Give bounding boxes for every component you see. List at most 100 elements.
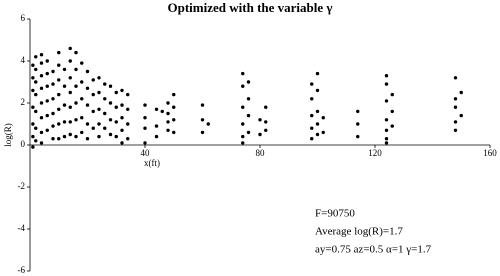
point [97, 122, 101, 126]
point [310, 82, 314, 86]
point [80, 80, 84, 84]
point [51, 82, 55, 86]
point [172, 130, 176, 135]
point [315, 88, 320, 93]
point [114, 90, 118, 95]
point [166, 120, 170, 124]
point [258, 132, 262, 137]
point [154, 107, 159, 112]
y-tick-label: -6 [18, 265, 26, 275]
point [68, 120, 72, 124]
point [31, 105, 35, 109]
annotation: ay=0.75 az=0.5 α=1 γ=1.7 [315, 244, 432, 256]
y-tick-label: 0 [21, 139, 26, 149]
point [120, 88, 124, 93]
point [246, 80, 251, 84]
point [126, 122, 130, 126]
point [57, 78, 61, 82]
point [57, 50, 61, 55]
point [51, 124, 55, 128]
point [126, 107, 130, 112]
point [34, 80, 38, 84]
point [114, 134, 118, 139]
point [143, 103, 147, 107]
x-tick-label: 120 [368, 148, 382, 158]
point [34, 67, 38, 72]
point [45, 84, 49, 88]
point [31, 76, 35, 80]
point [315, 71, 320, 76]
point [315, 122, 320, 126]
point [68, 46, 72, 51]
point [241, 84, 245, 88]
point [246, 97, 251, 101]
point [57, 137, 61, 141]
point [51, 137, 55, 141]
y-tick-label: 4 [21, 55, 26, 65]
point [39, 130, 44, 135]
x-tick-label: 80 [256, 148, 266, 158]
point [459, 90, 463, 95]
point [321, 130, 325, 135]
point [31, 88, 35, 93]
point [97, 107, 101, 112]
y-tick-label: 6 [21, 13, 26, 23]
x-tick-label: 40 [141, 148, 151, 158]
point [57, 92, 61, 97]
point [120, 141, 124, 145]
point [246, 130, 251, 135]
x-axis-label: x(ft) [144, 158, 160, 168]
point [68, 105, 72, 109]
point [74, 118, 78, 122]
point [356, 109, 360, 114]
point [68, 132, 72, 137]
point [39, 116, 44, 120]
point [241, 105, 245, 109]
point [384, 141, 389, 145]
point [39, 74, 44, 78]
point [85, 86, 90, 91]
point [74, 84, 78, 88]
point [264, 128, 268, 132]
point [34, 92, 38, 97]
point [108, 101, 113, 105]
point [384, 82, 389, 86]
point [143, 126, 147, 130]
point [62, 134, 67, 139]
point [172, 118, 176, 122]
point [264, 105, 268, 109]
point [62, 67, 67, 72]
point [384, 128, 389, 132]
point [39, 101, 44, 105]
point [108, 132, 113, 137]
point [384, 118, 389, 122]
point [459, 113, 463, 118]
point [57, 107, 61, 112]
point [241, 134, 245, 139]
point [80, 116, 84, 120]
point [62, 103, 67, 107]
point [126, 92, 130, 97]
point [384, 74, 389, 78]
point [103, 97, 107, 101]
point [114, 105, 118, 109]
point [91, 78, 95, 82]
point [103, 82, 107, 86]
point [39, 53, 44, 57]
point [384, 99, 389, 103]
point [246, 113, 251, 118]
point [108, 84, 113, 88]
point [74, 134, 78, 139]
y-tick-label: -2 [18, 181, 26, 191]
point [206, 122, 210, 126]
point [45, 59, 49, 63]
point [154, 124, 159, 128]
point [453, 97, 458, 101]
point [85, 69, 90, 74]
point [80, 61, 84, 65]
point [51, 69, 55, 74]
point [62, 120, 67, 124]
point [68, 90, 72, 95]
point [143, 116, 147, 120]
